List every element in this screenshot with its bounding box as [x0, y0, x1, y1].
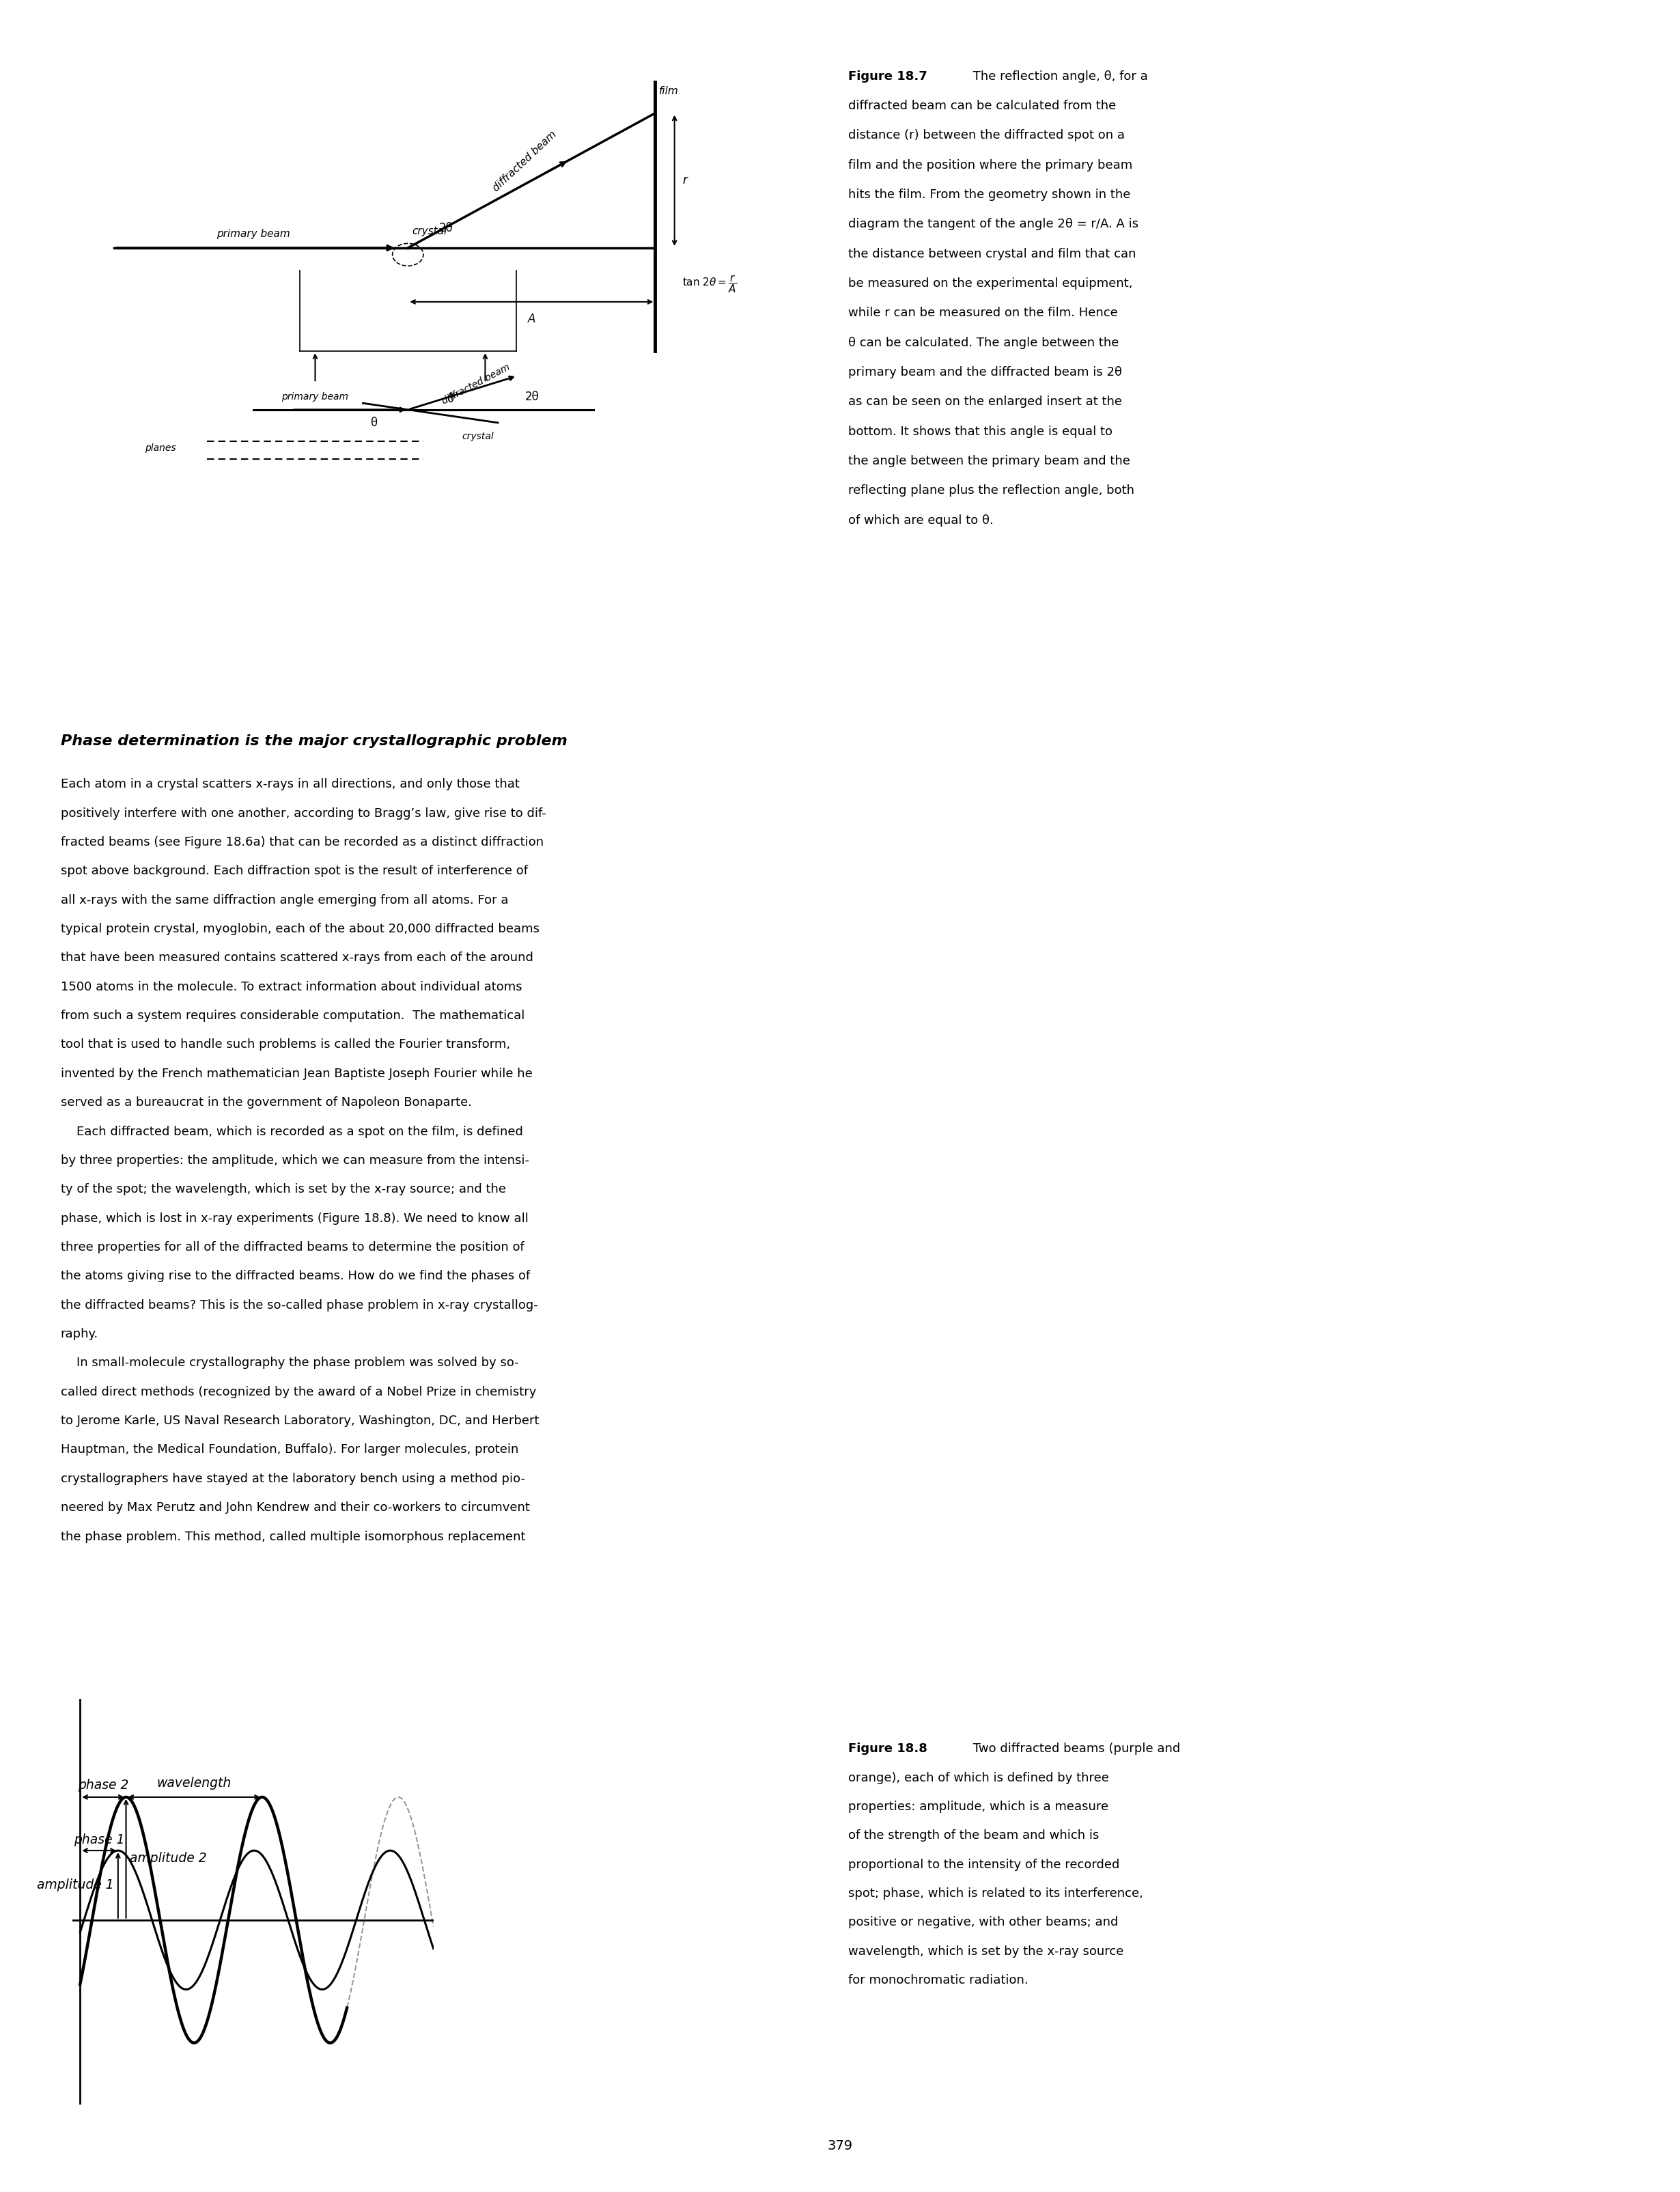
Text: crystallographers have stayed at the laboratory bench using a method pio-: crystallographers have stayed at the lab… — [60, 1473, 524, 1484]
Text: by three properties: the amplitude, which we can measure from the intensi-: by three properties: the amplitude, whic… — [60, 1155, 529, 1166]
Text: three properties for all of the diffracted beams to determine the position of: three properties for all of the diffract… — [60, 1241, 524, 1254]
Text: diffracted beam: diffracted beam — [440, 362, 511, 406]
Text: fracted beams (see Figure 18.6a) that can be recorded as a distinct diffraction: fracted beams (see Figure 18.6a) that ca… — [60, 835, 543, 848]
Text: phase 1: phase 1 — [74, 1833, 124, 1846]
Text: A: A — [528, 313, 536, 324]
Text: proportional to the intensity of the recorded: proportional to the intensity of the rec… — [848, 1859, 1121, 1870]
Text: phase 2: phase 2 — [77, 1778, 128, 1791]
Text: the phase problem. This method, called multiple isomorphous replacement: the phase problem. This method, called m… — [60, 1530, 526, 1543]
Text: while r can be measured on the film. Hence: while r can be measured on the film. Hen… — [848, 307, 1117, 320]
Text: positive or negative, with other beams; and: positive or negative, with other beams; … — [848, 1916, 1119, 1929]
Text: the angle between the primary beam and the: the angle between the primary beam and t… — [848, 456, 1131, 467]
Text: wavelength: wavelength — [156, 1778, 232, 1789]
Text: 2θ: 2θ — [524, 390, 539, 403]
Text: ty of the spot; the wavelength, which is set by the x-ray source; and the: ty of the spot; the wavelength, which is… — [60, 1184, 506, 1195]
Text: called direct methods (recognized by the award of a Nobel Prize in chemistry: called direct methods (recognized by the… — [60, 1385, 536, 1398]
Text: crystal: crystal — [412, 226, 447, 237]
Text: θ: θ — [370, 416, 376, 430]
Text: In small-molecule crystallography the phase problem was solved by so-: In small-molecule crystallography the ph… — [60, 1357, 519, 1370]
Text: neered by Max Perutz and John Kendrew and their co-workers to circumvent: neered by Max Perutz and John Kendrew an… — [60, 1502, 529, 1515]
Text: the distance between crystal and film that can: the distance between crystal and film th… — [848, 248, 1136, 261]
Text: Phase determination is the major crystallographic problem: Phase determination is the major crystal… — [60, 734, 568, 747]
Text: Each diffracted beam, which is recorded as a spot on the film, is defined: Each diffracted beam, which is recorded … — [60, 1124, 522, 1138]
Text: distance (r) between the diffracted spot on a: distance (r) between the diffracted spot… — [848, 129, 1126, 142]
Text: of which are equal to θ.: of which are equal to θ. — [848, 515, 993, 526]
Text: the diffracted beams? This is the so-called phase problem in x-ray crystallog-: the diffracted beams? This is the so-cal… — [60, 1300, 538, 1311]
Text: the atoms giving rise to the diffracted beams. How do we find the phases of: the atoms giving rise to the diffracted … — [60, 1269, 529, 1282]
Text: Figure 18.7: Figure 18.7 — [848, 70, 927, 83]
Text: film and the position where the primary beam: film and the position where the primary … — [848, 160, 1132, 171]
Text: raphy.: raphy. — [60, 1328, 97, 1339]
Text: diffracted beam can be calculated from the: diffracted beam can be calculated from t… — [848, 101, 1116, 112]
Text: θ can be calculated. The angle between the: θ can be calculated. The angle between t… — [848, 335, 1119, 349]
Text: spot above background. Each diffraction spot is the result of interference of: spot above background. Each diffraction … — [60, 866, 528, 877]
Text: spot; phase, which is related to its interference,: spot; phase, which is related to its int… — [848, 1887, 1144, 1900]
Text: wavelength, which is set by the x-ray source: wavelength, which is set by the x-ray so… — [848, 1944, 1124, 1957]
Text: θ: θ — [447, 392, 454, 406]
Text: for monochromatic radiation.: for monochromatic radiation. — [848, 1975, 1028, 1986]
Text: to Jerome Karle, US Naval Research Laboratory, Washington, DC, and Herbert: to Jerome Karle, US Naval Research Labor… — [60, 1414, 539, 1427]
Text: crystal: crystal — [462, 432, 494, 441]
Text: bottom. It shows that this angle is equal to: bottom. It shows that this angle is equa… — [848, 425, 1112, 438]
Text: Each atom in a crystal scatters x-rays in all directions, and only those that: Each atom in a crystal scatters x-rays i… — [60, 778, 519, 791]
Text: amplitude 2: amplitude 2 — [129, 1852, 207, 1865]
Text: The reflection angle, θ, for a: The reflection angle, θ, for a — [969, 70, 1147, 83]
Text: primary beam and the diffracted beam is 2θ: primary beam and the diffracted beam is … — [848, 366, 1122, 379]
Text: positively interfere with one another, according to Bragg’s law, give rise to di: positively interfere with one another, a… — [60, 807, 546, 820]
Text: from such a system requires considerable computation.  The mathematical: from such a system requires considerable… — [60, 1011, 524, 1021]
Text: planes: planes — [144, 443, 176, 454]
Text: diagram the tangent of the angle 2θ = r/A. A is: diagram the tangent of the angle 2θ = r/… — [848, 219, 1139, 230]
Text: 379: 379 — [827, 2139, 853, 2153]
Text: $\tan\,2\theta = \dfrac{r}{A}$: $\tan\,2\theta = \dfrac{r}{A}$ — [682, 274, 738, 294]
Text: Hauptman, the Medical Foundation, Buffalo). For larger molecules, protein: Hauptman, the Medical Foundation, Buffal… — [60, 1445, 519, 1455]
Text: 1500 atoms in the molecule. To extract information about individual atoms: 1500 atoms in the molecule. To extract i… — [60, 980, 522, 993]
Text: amplitude 1: amplitude 1 — [37, 1879, 114, 1892]
Text: 2θ: 2θ — [438, 221, 454, 235]
Text: primary beam: primary beam — [282, 392, 349, 401]
Text: tool that is used to handle such problems is called the Fourier transform,: tool that is used to handle such problem… — [60, 1039, 511, 1050]
Text: as can be seen on the enlarged insert at the: as can be seen on the enlarged insert at… — [848, 397, 1122, 408]
Text: film: film — [659, 85, 679, 96]
Text: Figure 18.8: Figure 18.8 — [848, 1743, 927, 1756]
Text: hits the film. From the geometry shown in the: hits the film. From the geometry shown i… — [848, 189, 1131, 202]
Text: served as a bureaucrat in the government of Napoleon Bonaparte.: served as a bureaucrat in the government… — [60, 1096, 472, 1109]
Text: that have been measured contains scattered x-rays from each of the around: that have been measured contains scatter… — [60, 951, 533, 964]
Text: r: r — [682, 175, 687, 186]
Text: properties: amplitude, which is a measure: properties: amplitude, which is a measur… — [848, 1800, 1109, 1813]
Text: of the strength of the beam and which is: of the strength of the beam and which is — [848, 1830, 1099, 1841]
Text: reflecting plane plus the reflection angle, both: reflecting plane plus the reflection ang… — [848, 484, 1134, 498]
Text: diffracted beam: diffracted beam — [491, 129, 559, 193]
Text: primary beam: primary beam — [217, 228, 291, 239]
Text: Two diffracted beams (purple and: Two diffracted beams (purple and — [969, 1743, 1181, 1756]
Text: typical protein crystal, myoglobin, each of the about 20,000 diffracted beams: typical protein crystal, myoglobin, each… — [60, 923, 539, 936]
Text: orange), each of which is defined by three: orange), each of which is defined by thr… — [848, 1771, 1109, 1784]
Text: invented by the French mathematician Jean Baptiste Joseph Fourier while he: invented by the French mathematician Jea… — [60, 1068, 533, 1081]
Text: all x-rays with the same diffraction angle emerging from all atoms. For a: all x-rays with the same diffraction ang… — [60, 894, 507, 905]
Text: be measured on the experimental equipment,: be measured on the experimental equipmen… — [848, 278, 1132, 289]
Text: phase, which is lost in x-ray experiments (Figure 18.8). We need to know all: phase, which is lost in x-ray experiment… — [60, 1212, 528, 1225]
